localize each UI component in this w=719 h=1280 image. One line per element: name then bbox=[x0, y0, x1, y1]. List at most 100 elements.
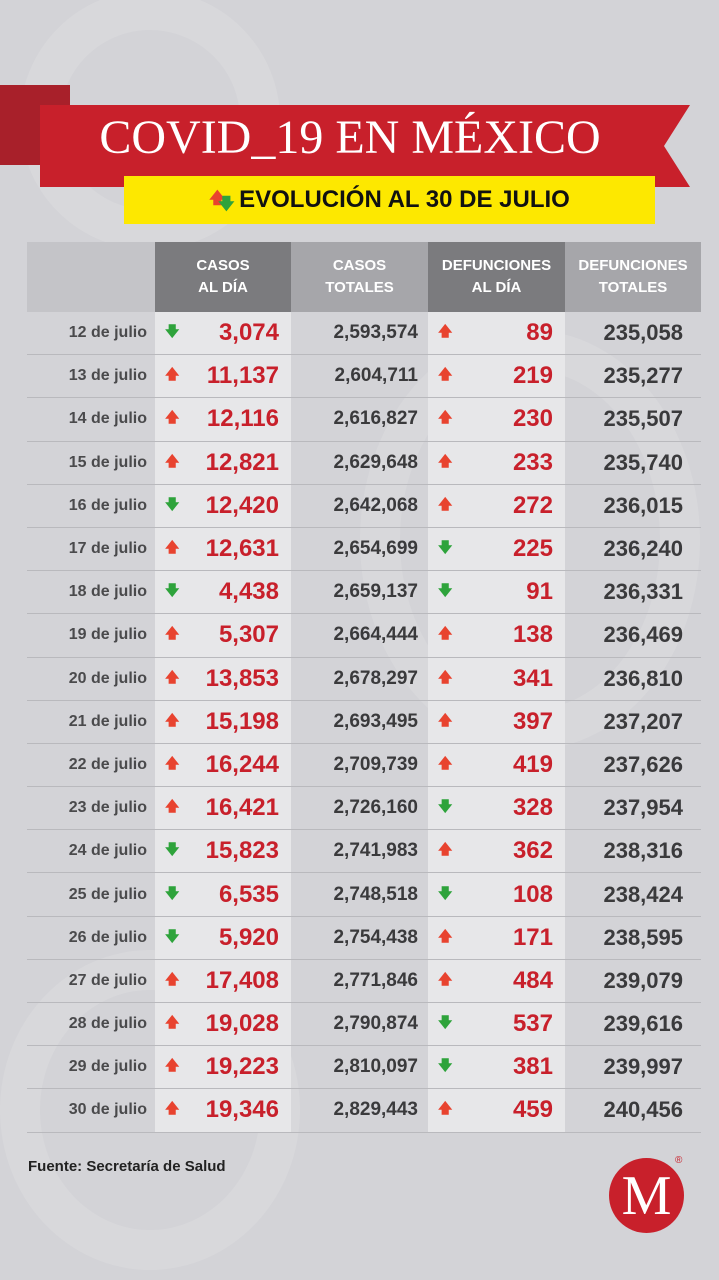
arrow-up-icon: 🡅 bbox=[438, 711, 453, 728]
cases-total-cell: 2,748,518 bbox=[333, 883, 418, 905]
date-cell: 19 de julio bbox=[68, 626, 147, 644]
deaths-total-cell: 237,626 bbox=[603, 751, 683, 777]
cases-day-value: 12,821 bbox=[205, 448, 279, 476]
cases-day-value: 11,137 bbox=[206, 362, 279, 390]
deaths-day-cell: 🡅 341 bbox=[428, 657, 565, 700]
title-ribbon bbox=[40, 105, 690, 187]
deaths-day-cell: 🡅 89 bbox=[428, 312, 565, 355]
deaths-day-cell: 🡅 397 bbox=[428, 700, 565, 743]
deaths-day-value: 91 bbox=[526, 578, 553, 606]
deaths-day-value: 484 bbox=[512, 966, 553, 994]
deaths-total-cell: 236,015 bbox=[603, 492, 683, 518]
deaths-day-cell: 🡇 91 bbox=[428, 571, 565, 614]
cases-day-cell: 🡇 3,074 bbox=[155, 312, 291, 355]
cases-day-cell: 🡅 12,821 bbox=[155, 441, 291, 484]
deaths-total-cell: 239,079 bbox=[603, 967, 683, 993]
table-row: 17 de julio 🡅 12,631 2,654,699 🡇 225 236,240 bbox=[27, 527, 701, 572]
date-cell: 20 de julio bbox=[68, 669, 147, 687]
cases-day-value: 16,244 bbox=[205, 750, 279, 778]
arrow-up-icon: 🡅 bbox=[438, 625, 453, 642]
deaths-day-cell: 🡇 537 bbox=[428, 1003, 565, 1046]
cases-total-cell: 2,678,297 bbox=[333, 667, 418, 689]
cases-day-value: 12,631 bbox=[205, 535, 279, 563]
table-row: 29 de julio 🡅 19,223 2,810,097 🡇 381 239,997 bbox=[27, 1046, 701, 1090]
date-cell: 13 de julio bbox=[68, 367, 147, 385]
cases-day-cell: 🡅 19,346 bbox=[155, 1089, 291, 1132]
table-row: 25 de julio 🡇 6,535 2,748,518 🡇 108 238,424 bbox=[27, 873, 701, 917]
deaths-day-cell: 🡅 138 bbox=[428, 614, 565, 657]
arrow-down-icon: 🡇 bbox=[165, 884, 180, 901]
deaths-day-cell: 🡅 272 bbox=[428, 484, 565, 527]
arrow-up-icon: 🡅 bbox=[165, 452, 180, 469]
deaths-day-value: 89 bbox=[526, 319, 553, 347]
deaths-day-value: 328 bbox=[512, 794, 553, 822]
date-cell: 14 de julio bbox=[68, 410, 147, 428]
cases-day-value: 5,920 bbox=[218, 923, 279, 951]
arrow-down-icon: 🡇 bbox=[165, 927, 180, 944]
date-cell: 25 de julio bbox=[68, 885, 147, 903]
arrow-up-icon: 🡅 bbox=[165, 754, 180, 771]
arrow-up-icon: 🡅 bbox=[438, 366, 453, 383]
cases-total-cell: 2,754,438 bbox=[333, 926, 418, 948]
deaths-total-cell: 236,240 bbox=[603, 536, 683, 562]
cases-day-value: 4,438 bbox=[218, 578, 279, 606]
date-cell: 16 de julio bbox=[68, 496, 147, 514]
deaths-total-cell: 238,424 bbox=[603, 881, 683, 907]
cases-day-value: 5,307 bbox=[218, 621, 279, 649]
up-down-arrows-icon: 🡅 🡇 bbox=[209, 190, 235, 213]
deaths-day-cell: 🡅 459 bbox=[428, 1089, 565, 1132]
arrow-up-icon: 🡅 bbox=[438, 927, 453, 944]
deaths-day-value: 419 bbox=[512, 750, 553, 778]
cases-day-cell: 🡇 12,420 bbox=[155, 484, 291, 527]
arrow-up-icon: 🡅 bbox=[165, 409, 180, 426]
deaths-total-cell: 235,058 bbox=[603, 320, 683, 346]
arrow-up-icon: 🡅 bbox=[165, 970, 180, 987]
arrow-up-icon: 🡅 bbox=[438, 754, 453, 771]
deaths-day-value: 225 bbox=[512, 535, 553, 563]
cases-day-cell: 🡅 19,028 bbox=[155, 1003, 291, 1046]
date-cell: 12 de julio bbox=[68, 324, 147, 342]
arrow-up-icon: 🡅 bbox=[165, 711, 180, 728]
cases-total-cell: 2,829,443 bbox=[333, 1099, 418, 1121]
arrow-up-icon: 🡅 bbox=[438, 323, 453, 340]
table-row: 13 de julio 🡅 11,137 2,604,711 🡅 219 235,277 bbox=[27, 355, 701, 399]
cases-day-cell: 🡅 16,244 bbox=[155, 743, 291, 787]
cases-day-cell: 🡅 13,853 bbox=[155, 657, 291, 700]
arrow-down-icon: 🡇 bbox=[165, 841, 180, 858]
cases-day-value: 19,223 bbox=[205, 1053, 279, 1081]
deaths-day-cell: 🡇 328 bbox=[428, 787, 565, 830]
cases-total-cell: 2,654,699 bbox=[333, 538, 418, 560]
table-header: CASOS AL DÍA CASOS TOTALES DEFUNCIONES A… bbox=[27, 242, 701, 312]
arrow-up-icon: 🡅 bbox=[438, 841, 453, 858]
table-row: 16 de julio 🡇 12,420 2,642,068 🡅 272 236,015 bbox=[27, 484, 701, 528]
registered-mark: ® bbox=[675, 1155, 683, 1166]
arrow-down-icon: 🡇 bbox=[438, 539, 453, 556]
date-cell: 28 de julio bbox=[68, 1015, 147, 1033]
column-header-cases-total: CASOS TOTALES bbox=[291, 242, 428, 312]
cases-day-cell: 🡅 19,223 bbox=[155, 1046, 291, 1089]
deaths-day-cell: 🡅 230 bbox=[428, 398, 565, 441]
date-cell: 17 de julio bbox=[68, 540, 147, 558]
cases-day-value: 15,198 bbox=[205, 707, 279, 735]
cases-day-cell: 🡇 6,535 bbox=[155, 873, 291, 916]
cases-day-cell: 🡇 15,823 bbox=[155, 830, 291, 873]
table-row: 14 de julio 🡅 12,116 2,616,827 🡅 230 235,507 bbox=[27, 398, 701, 442]
cases-day-cell: 🡅 11,137 bbox=[155, 355, 291, 398]
arrow-up-icon: 🡅 bbox=[438, 452, 453, 469]
milenio-logo: M bbox=[609, 1158, 684, 1233]
date-cell: 22 de julio bbox=[68, 755, 147, 773]
date-cell: 30 de julio bbox=[68, 1101, 147, 1119]
cases-day-value: 17,408 bbox=[205, 966, 279, 994]
deaths-day-value: 459 bbox=[512, 1096, 553, 1124]
table-row: 22 de julio 🡅 16,244 2,709,739 🡅 419 237,626 bbox=[27, 743, 701, 788]
column-header-cases-day: CASOS AL DÍA bbox=[155, 242, 291, 312]
arrow-up-icon: 🡅 bbox=[438, 1100, 453, 1117]
deaths-day-value: 219 bbox=[512, 362, 553, 390]
cases-total-cell: 2,616,827 bbox=[333, 408, 418, 430]
table-row: 15 de julio 🡅 12,821 2,629,648 🡅 233 235,740 bbox=[27, 441, 701, 485]
arrow-down-icon: 🡇 bbox=[165, 495, 180, 512]
arrow-down-icon: 🡇 bbox=[438, 884, 453, 901]
table-row: 12 de julio 🡇 3,074 2,593,574 🡅 89 235,058 bbox=[27, 312, 701, 356]
deaths-day-value: 108 bbox=[512, 880, 553, 908]
deaths-day-cell: 🡇 108 bbox=[428, 873, 565, 916]
